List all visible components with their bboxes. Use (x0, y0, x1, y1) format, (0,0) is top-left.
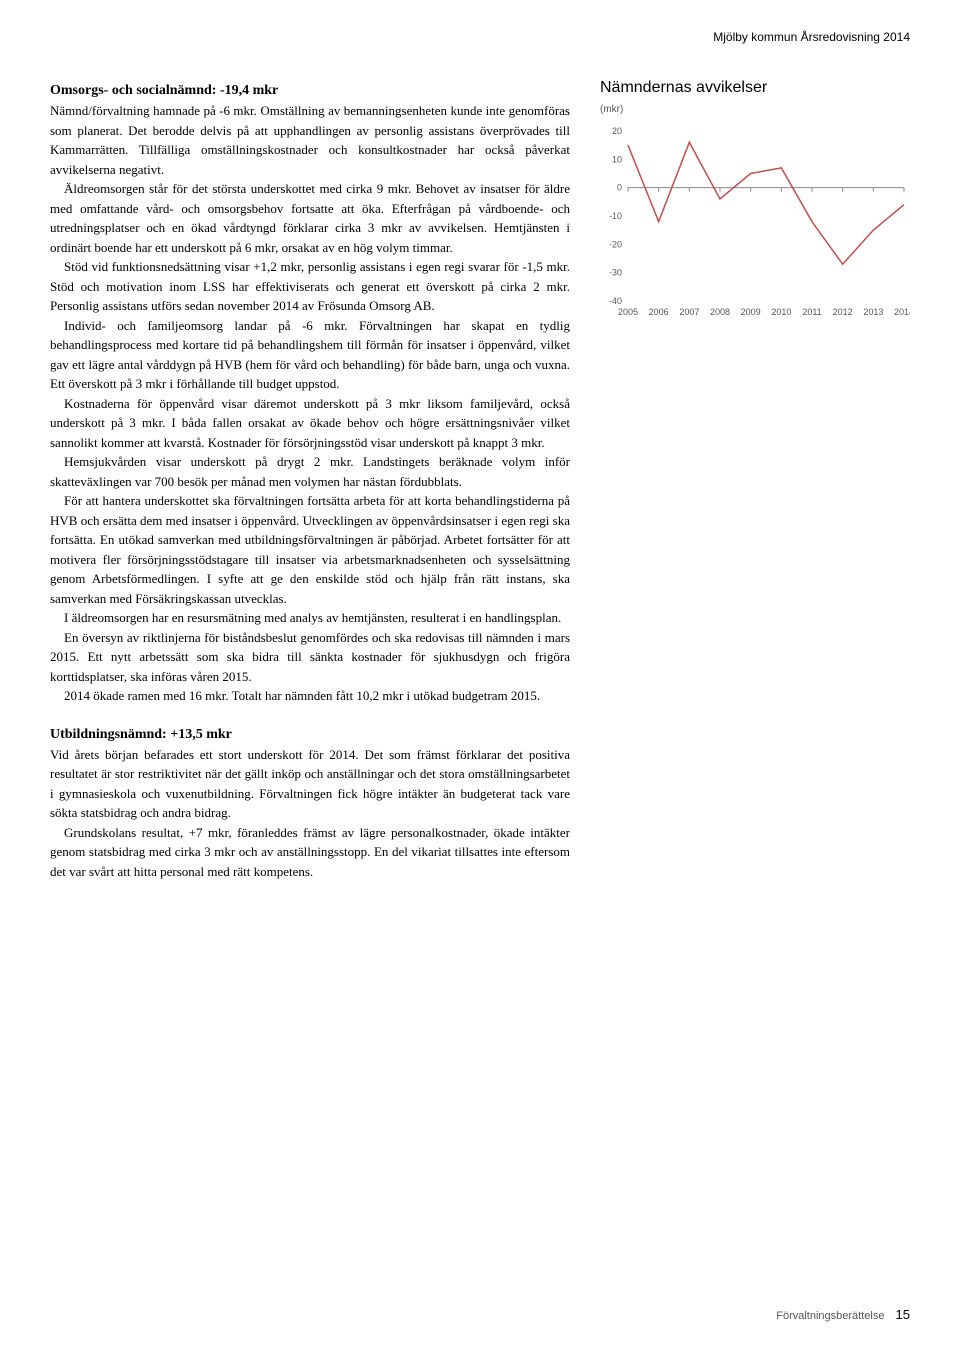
section1-p9: En översyn av riktlinjerna för biståndsb… (50, 628, 570, 687)
svg-text:-10: -10 (609, 211, 622, 221)
svg-text:2012: 2012 (833, 307, 853, 317)
svg-text:2007: 2007 (679, 307, 699, 317)
page-footer: Förvaltningsberättelse 15 (776, 1305, 910, 1325)
svg-text:2006: 2006 (649, 307, 669, 317)
section2-title: Utbildningsnämnd: +13,5 mkr (50, 724, 570, 745)
svg-text:2013: 2013 (863, 307, 883, 317)
footer-label: Förvaltningsberättelse (776, 1310, 884, 1322)
text-column: Omsorgs- och socialnämnd: -19,4 mkr Nämn… (50, 76, 570, 899)
section2-p1: Vid årets början befarades ett stort und… (50, 745, 570, 823)
chart-title: Nämndernas avvikelser (600, 76, 910, 100)
svg-text:-30: -30 (609, 268, 622, 278)
svg-text:-40: -40 (609, 296, 622, 306)
section1-p5: Kostnaderna för öppenvård visar däremot … (50, 394, 570, 453)
page-number: 15 (896, 1307, 910, 1322)
svg-text:0: 0 (617, 183, 622, 193)
svg-text:20: 20 (612, 126, 622, 136)
section1-p6: Hemsjukvården visar underskott på drygt … (50, 452, 570, 491)
svg-text:-20: -20 (609, 239, 622, 249)
line-chart: 20100-10-20-30-4020052006200720082009201… (600, 125, 910, 349)
svg-text:2011: 2011 (802, 307, 821, 317)
svg-text:2009: 2009 (741, 307, 761, 317)
section1-p1: Nämnd/förvaltning hamnade på -6 mkr. Oms… (50, 101, 570, 179)
section2-p2: Grundskolans resultat, +7 mkr, föranledd… (50, 823, 570, 882)
section1-p10: 2014 ökade ramen med 16 mkr. Totalt har … (50, 686, 570, 706)
page-header: Mjölby kommun Årsredovisning 2014 (50, 28, 910, 46)
chart-subtitle: (mkr) (600, 102, 910, 117)
svg-text:2014: 2014 (894, 307, 910, 317)
section1-p8: I äldreomsorgen har en resursmätning med… (50, 608, 570, 628)
svg-text:10: 10 (612, 154, 622, 164)
section1-p4: Individ- och familjeomsorg landar på -6 … (50, 316, 570, 394)
svg-text:2005: 2005 (618, 307, 638, 317)
section1-p7: För att hantera underskottet ska förvalt… (50, 491, 570, 608)
section1-p2: Äldreomsorgen står för det största under… (50, 179, 570, 257)
section1-title: Omsorgs- och socialnämnd: -19,4 mkr (50, 80, 570, 101)
section1-p3: Stöd vid funktionsnedsättning visar +1,2… (50, 257, 570, 316)
svg-text:2008: 2008 (710, 307, 730, 317)
svg-text:2010: 2010 (771, 307, 791, 317)
